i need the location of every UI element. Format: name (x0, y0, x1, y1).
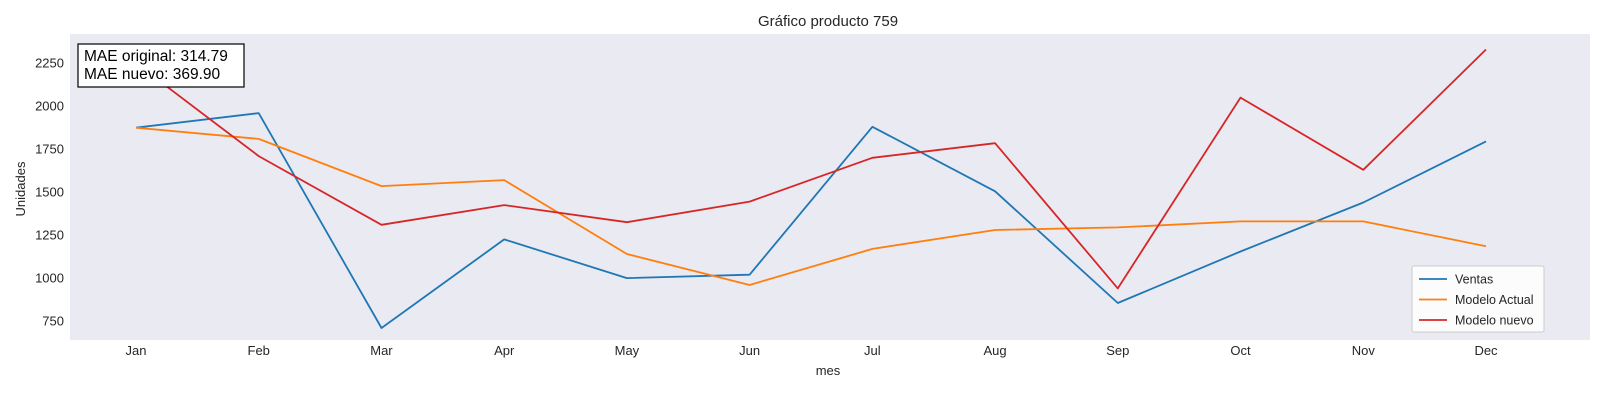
mae-nuevo-text: MAE nuevo: 369.90 (84, 66, 221, 83)
x-tick-label: May (615, 343, 640, 358)
x-tick-label: Sep (1106, 343, 1129, 358)
chart-title: Gráfico producto 759 (758, 13, 898, 30)
y-tick-label: 750 (42, 314, 64, 329)
y-tick-label: 1000 (35, 271, 64, 286)
x-tick-label: Mar (370, 343, 393, 358)
plot-area (70, 34, 1590, 340)
legend-frame (1411, 265, 1545, 333)
y-tick-label: 2000 (35, 99, 64, 114)
mae-original-text: MAE original: 314.79 (84, 48, 228, 65)
mae-annotation-box: MAE original: 314.79 MAE nuevo: 369.90 (77, 43, 245, 88)
x-tick-label: Feb (248, 343, 270, 358)
x-tick-label: Nov (1352, 343, 1376, 358)
y-tick-label: 1250 (35, 228, 64, 243)
series-line-modelo-nuevo (135, 48, 1487, 290)
x-tick-label: Jan (126, 343, 147, 358)
y-axis-ticks: 750 1000 1250 1500 1750 2000 2250 (35, 56, 64, 329)
legend: Ventas Modelo Actual Modelo nuevo (1411, 265, 1545, 333)
series-line-ventas (135, 112, 1487, 329)
x-tick-label: Jun (739, 343, 760, 358)
x-tick-label: Jul (864, 343, 881, 358)
legend-label: Modelo nuevo (1455, 314, 1534, 328)
x-tick-label: Dec (1474, 343, 1498, 358)
x-tick-label: Apr (494, 343, 515, 358)
series-line-modelo-actual (135, 126, 1487, 286)
legend-label: Ventas (1455, 273, 1493, 287)
x-axis-ticks: Jan Feb Mar Apr May Jun Jul Aug Sep Oct Nov Dec (126, 343, 1499, 358)
y-axis-label: Unidades (13, 161, 28, 216)
legend-label: Modelo Actual (1455, 293, 1534, 307)
x-axis-label: mes (816, 363, 841, 378)
x-tick-label: Aug (984, 343, 1007, 358)
y-tick-label: 2250 (35, 56, 64, 71)
x-tick-label: Oct (1230, 343, 1251, 358)
y-tick-label: 1500 (35, 185, 64, 200)
series-lines (135, 48, 1487, 329)
y-tick-label: 1750 (35, 142, 64, 157)
